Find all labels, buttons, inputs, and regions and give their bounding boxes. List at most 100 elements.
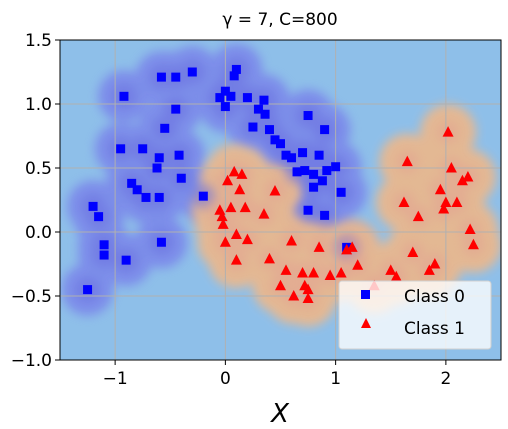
class-0-point [303,111,313,121]
class-0-point [331,162,341,172]
class-1-point [263,252,275,264]
class-1-point [445,162,457,173]
class-1-point [234,183,246,195]
class-0-point [176,173,186,183]
class-1-point [429,258,441,269]
class-0-point [231,64,241,74]
x-axis-ticks: −1 0 1 2 [103,360,451,389]
y-tick-label: 1.0 [25,95,52,115]
class-0-point [154,192,164,202]
class-0-point [303,205,313,215]
class-1-point [346,241,358,252]
class-0-point [264,125,274,135]
class-1-point [398,196,410,208]
class-0-point [320,125,330,135]
class-0-point [121,255,131,265]
class-0-point [270,135,280,145]
class-1-point [335,266,347,278]
class-0-point [322,166,332,176]
class-0-point [160,123,170,133]
class-0-point [198,191,208,201]
class-0-point [242,93,252,103]
class-1-point [222,174,234,186]
class-0-point [127,178,137,188]
class-0-point [336,187,346,197]
legend-label-class-0: Class 0 [404,287,465,307]
class-1-point [269,185,281,196]
class-0-point [174,150,184,160]
class-0-point [260,109,270,119]
class-1-point [280,264,292,275]
class-0-point [152,163,162,173]
class-1-point [302,292,314,304]
class-1-point [258,208,270,219]
class-0-point [141,192,151,202]
class-1-point [236,168,248,179]
y-tick-label: 1.5 [25,31,52,51]
class-0-point [156,237,166,247]
class-0-point [314,150,324,160]
class-1-point [228,165,240,177]
y-tick-label: −1.0 [11,351,52,371]
x-axis-label: X [269,399,290,429]
class-1-point [440,196,452,208]
class-0-point [94,212,104,222]
class-0-point [292,167,302,177]
legend-box [338,280,492,350]
class-1-point [216,210,228,222]
y-axis-ticks: −1.0 −0.5 0.0 0.5 1.0 1.5 [11,31,60,371]
class-1-point [385,264,397,275]
chart-title: γ = 7, C=800 [222,10,337,30]
y-tick-label: −0.5 [11,287,52,307]
class-0-point [248,122,258,132]
class-0-point [220,86,230,96]
class-1-point [324,269,336,281]
class-0-point [259,95,269,105]
class-0-point [309,182,319,192]
class-1-point [456,174,468,186]
class-1-point [308,266,320,278]
class-0-point [138,144,148,154]
class-1-point [241,233,253,245]
class-1-point [302,283,314,295]
class-0-point [99,250,109,260]
class-1-point [286,234,298,246]
class-1-point [442,126,454,137]
class-1-point [464,223,476,234]
class-1-point [217,218,229,229]
class-1-point [230,228,242,240]
x-tick-label: 2 [440,369,451,389]
y-tick-label: 0.0 [25,223,52,243]
x-tick-label: 0 [220,369,231,389]
class-0-point [187,67,197,77]
plot-area [59,39,502,361]
class-0-point [99,240,109,250]
class-0-point [281,150,291,160]
class-1-point [423,264,435,275]
class-0-point [171,72,181,82]
class-0-point [88,201,98,211]
class-0-point [298,148,308,158]
class-0-point [309,169,319,179]
data-points [83,64,479,304]
class-1-point [219,236,231,247]
legend: Class 0 Class 1 [338,280,492,350]
x-tick-label: −1 [103,369,128,389]
class-1-point [390,270,402,282]
class-1-point [288,290,300,301]
class-1-point [407,246,419,257]
class-1-point [434,183,446,195]
class-1-point [451,196,463,208]
class-0-point [215,93,225,103]
class-1-point [467,238,479,250]
class-1-point [313,241,325,252]
class-1-point [275,279,286,291]
class-1-point [225,201,237,213]
class-0-point [226,91,236,101]
class-0-point [253,104,263,114]
class-0-point [220,102,230,112]
legend-marker-class-0 [361,290,370,299]
class-1-point [412,210,424,222]
class-0-point [229,71,239,81]
